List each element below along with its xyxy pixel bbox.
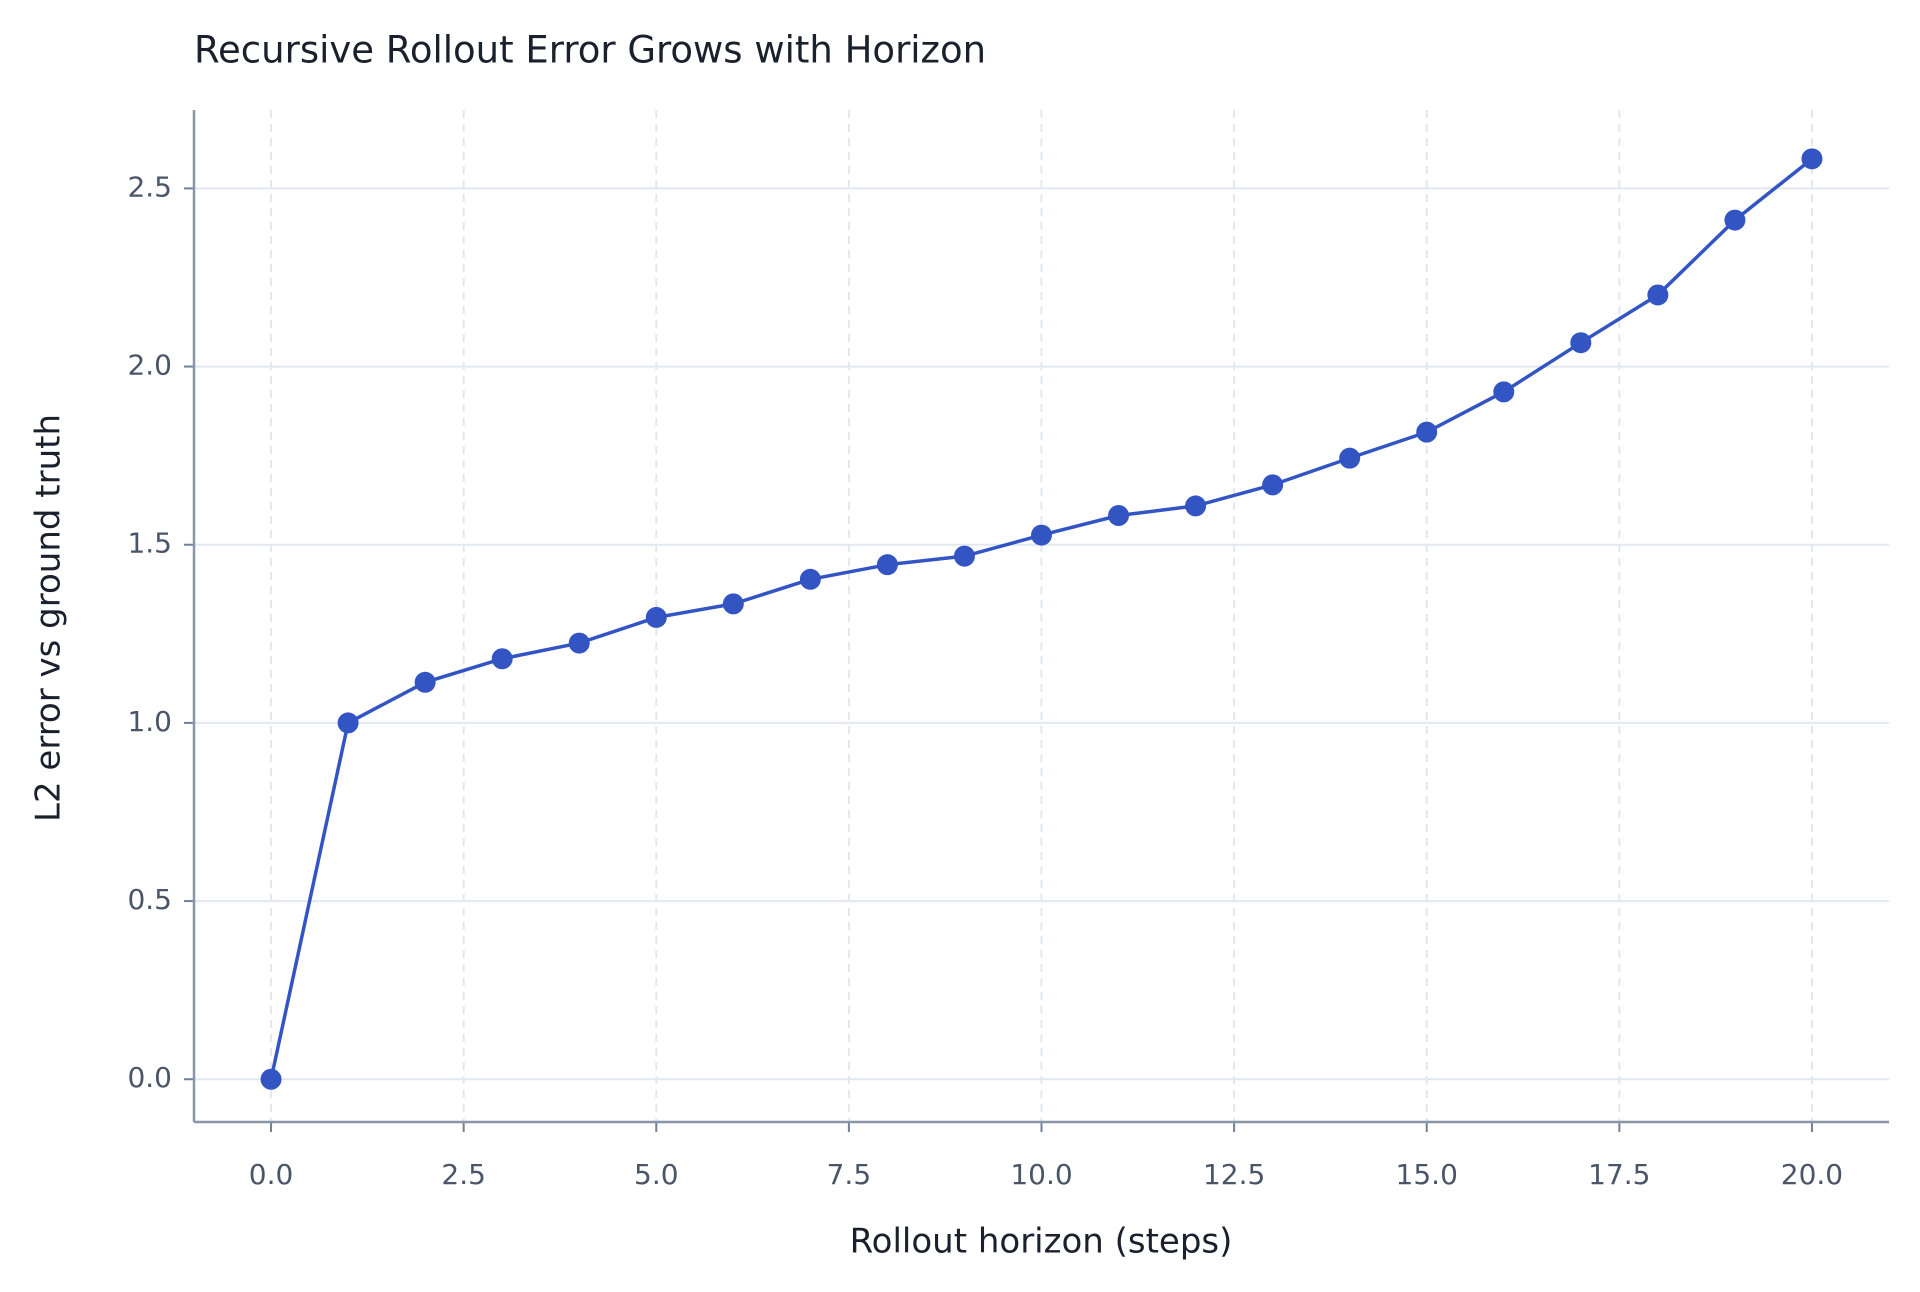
x-tick-label: 7.5 [827, 1158, 872, 1191]
y-tick-label: 0.0 [127, 1061, 172, 1094]
x-tick-label: 20.0 [1781, 1158, 1843, 1191]
point [1724, 209, 1746, 231]
point [953, 545, 975, 567]
point [722, 593, 744, 615]
point [645, 606, 667, 628]
point [260, 1068, 282, 1090]
y-tick-label: 1.0 [127, 705, 172, 738]
point [568, 632, 590, 654]
point [1801, 148, 1823, 170]
y-axis-label: L2 error vs ground truth [29, 414, 69, 822]
x-tick-label: 10.0 [1010, 1158, 1072, 1191]
point [1416, 421, 1438, 443]
point [1570, 332, 1592, 354]
point [1185, 495, 1207, 517]
x-tick-label: 15.0 [1396, 1158, 1458, 1191]
x-axis-label: Rollout horizon (steps) [850, 1222, 1233, 1262]
point [414, 671, 436, 693]
y-tick-label: 1.5 [127, 527, 172, 560]
chart-title: Recursive Rollout Error Grows with Horiz… [194, 29, 986, 72]
x-tick-label: 2.5 [441, 1158, 486, 1191]
y-tick-label: 2.0 [127, 349, 172, 382]
point [491, 648, 513, 670]
point [1108, 505, 1130, 527]
point [799, 568, 821, 590]
point [1339, 447, 1361, 469]
x-tick-label: 5.0 [634, 1158, 679, 1191]
point [1647, 284, 1669, 306]
point [1493, 381, 1515, 403]
y-tick-label: 0.5 [127, 883, 172, 916]
point [1031, 524, 1052, 546]
point [876, 554, 898, 576]
point [337, 712, 359, 734]
x-tick-label: 17.5 [1588, 1158, 1650, 1191]
x-tick-label: 0.0 [249, 1158, 294, 1191]
x-tick-label: 12.5 [1203, 1158, 1265, 1191]
point [1262, 474, 1284, 496]
y-tick-label: 2.5 [127, 170, 172, 203]
